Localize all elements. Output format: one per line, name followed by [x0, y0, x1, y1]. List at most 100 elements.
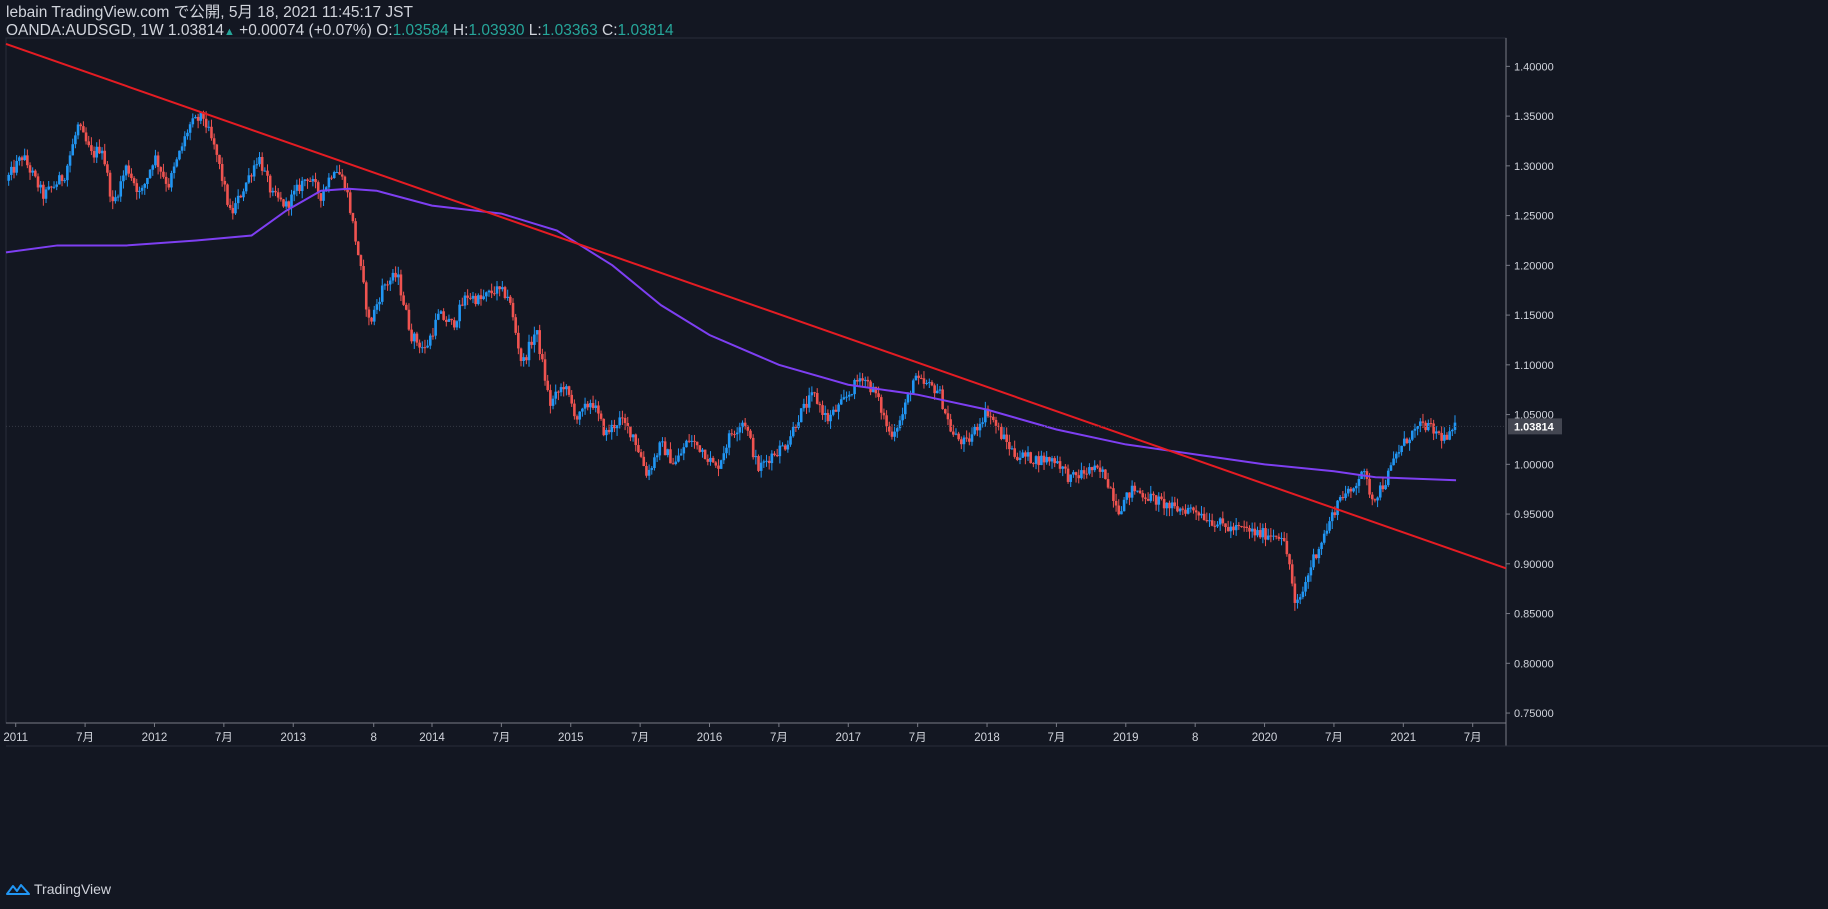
- candle-body: [44, 189, 48, 199]
- candle-body: [517, 332, 520, 349]
- candle-body: [1341, 497, 1345, 499]
- candle-body: [372, 309, 376, 322]
- candle-body: [645, 466, 648, 476]
- candle-body: [823, 413, 827, 415]
- candle-body: [415, 333, 419, 343]
- candle-body: [1149, 493, 1153, 501]
- candle-body: [938, 389, 942, 391]
- candle-body: [90, 145, 93, 152]
- candle-body: [175, 159, 179, 167]
- candle-body: [565, 386, 568, 390]
- candle-body: [263, 170, 267, 172]
- candle-body: [1104, 469, 1107, 480]
- candle-body: [138, 190, 141, 192]
- candle-body: [1224, 523, 1227, 528]
- candle-body: [1205, 520, 1209, 522]
- candle-body: [1429, 423, 1433, 425]
- candle-body: [330, 177, 333, 179]
- candle-body: [1381, 485, 1385, 490]
- candle-body: [455, 321, 459, 328]
- candle-body: [1061, 466, 1065, 469]
- candle-body: [890, 431, 894, 437]
- candle-body: [258, 156, 261, 165]
- candle-body: [453, 320, 456, 328]
- candle-body: [108, 172, 112, 197]
- candle-body: [895, 428, 899, 432]
- candle-body: [287, 201, 291, 208]
- candle-body: [1042, 455, 1046, 463]
- candle-body: [738, 427, 742, 433]
- candle-body: [1088, 467, 1091, 474]
- candle-body: [316, 182, 320, 194]
- symbol-label: OANDA:AUDSGD, 1W: [6, 22, 164, 39]
- candle-body: [295, 184, 299, 191]
- candle-body: [356, 241, 360, 256]
- candle-body: [1066, 468, 1070, 482]
- candle-body: [412, 333, 416, 342]
- high-value: 1.03930: [468, 22, 525, 39]
- candle-body: [1045, 457, 1049, 463]
- candle-body: [346, 189, 349, 193]
- candle-body: [986, 408, 990, 417]
- candle-body: [63, 180, 67, 182]
- candle-body: [1378, 485, 1382, 498]
- candle-body: [994, 419, 998, 426]
- candle-body: [509, 296, 512, 303]
- candle-body: [418, 342, 421, 348]
- candle-body: [1274, 535, 1278, 537]
- candle-body: [1040, 455, 1043, 466]
- candle-body: [447, 318, 451, 322]
- candle-body: [298, 184, 301, 192]
- candle-body: [1050, 458, 1054, 462]
- candle-body: [1112, 488, 1115, 501]
- candle-body: [39, 184, 42, 188]
- candle-body: [807, 395, 811, 408]
- candle-body: [199, 112, 203, 121]
- candle-body: [543, 359, 547, 381]
- ohlc-line: OANDA:AUDSGD, 1W 1.03814▲ +0.00074 (+0.0…: [6, 22, 674, 41]
- candle-body: [1437, 431, 1441, 433]
- candle-body: [1168, 502, 1171, 509]
- candle-body: [1213, 525, 1217, 527]
- candle-body: [223, 180, 227, 185]
- candle-body: [26, 155, 29, 166]
- candle-body: [1261, 528, 1265, 538]
- low-value: 1.03363: [541, 22, 598, 39]
- candle-body: [751, 437, 755, 458]
- candle-body: [375, 304, 379, 310]
- x-tick-label: 2017: [835, 732, 861, 744]
- candle-body: [514, 317, 517, 333]
- candle-body: [396, 274, 400, 278]
- candle-body: [962, 437, 966, 445]
- candle-body: [351, 212, 355, 222]
- candle-body: [562, 387, 566, 390]
- last-price: 1.03814: [167, 22, 224, 39]
- up-arrow-icon: ▲: [223, 26, 235, 38]
- candle-body: [1093, 465, 1097, 471]
- x-tick-label: 2011: [3, 732, 28, 744]
- candle-body: [23, 155, 26, 161]
- candle-body: [1210, 520, 1214, 526]
- candle-body: [583, 403, 587, 409]
- candle-body: [757, 456, 760, 471]
- candle-body: [60, 175, 64, 181]
- candle-body: [31, 170, 34, 173]
- footer-brand[interactable]: TradingView: [6, 881, 111, 897]
- open-value: 1.03584: [392, 22, 449, 39]
- candle-body: [877, 393, 880, 398]
- candle-body: [282, 199, 285, 207]
- candle-body: [861, 378, 864, 381]
- candle-body: [917, 375, 920, 378]
- candle-body: [559, 387, 563, 393]
- candle-body: [1160, 496, 1163, 499]
- x-tick-label: 7月: [76, 732, 94, 744]
- candle-body: [519, 348, 523, 361]
- candle-body: [210, 126, 213, 139]
- candle-body: [1285, 540, 1289, 555]
- candle-body: [597, 405, 600, 414]
- candle-body: [1349, 488, 1353, 492]
- candle-body: [359, 255, 363, 267]
- candle-body: [423, 347, 427, 349]
- candle-body: [66, 165, 69, 181]
